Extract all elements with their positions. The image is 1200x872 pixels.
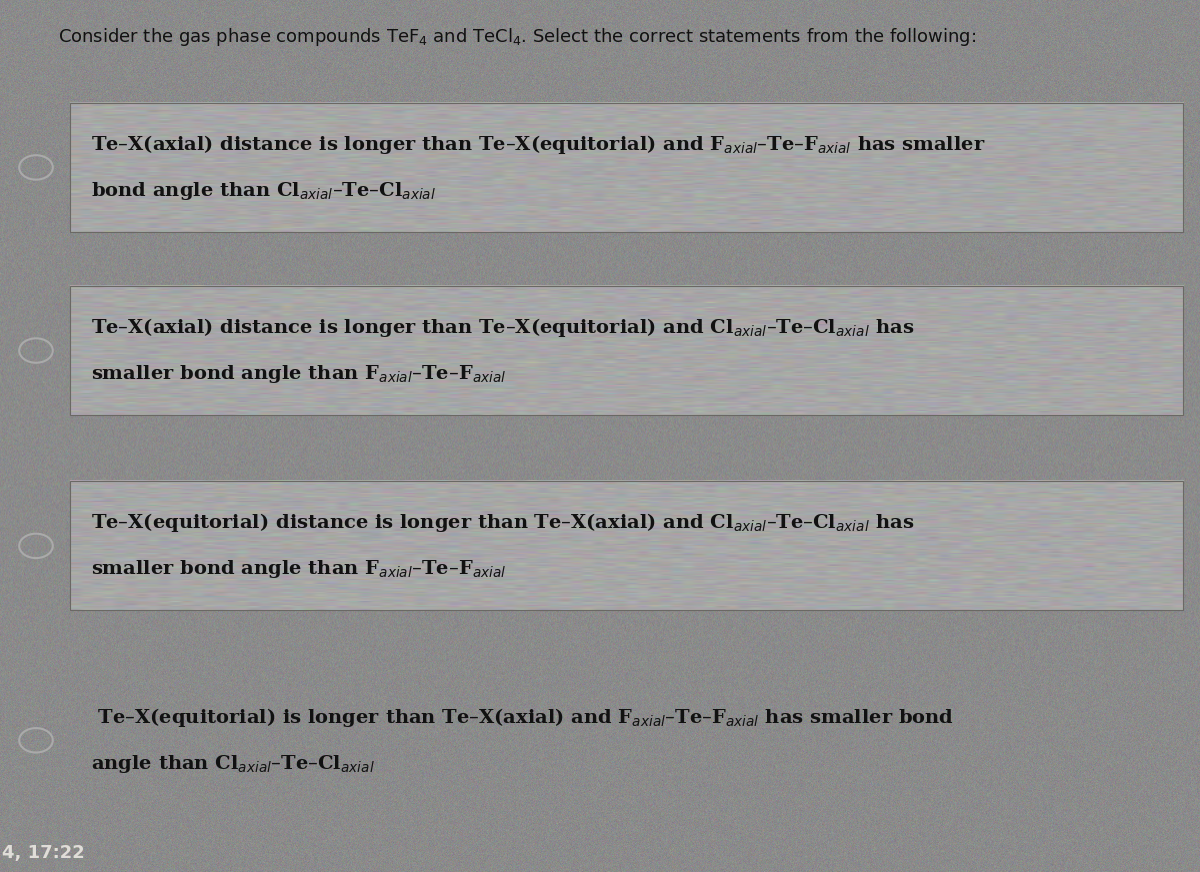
Text: Te–X(equitorial) distance is longer than Te–X(axial) and Cl$_{axial}$–Te–Cl$_{ax: Te–X(equitorial) distance is longer than… xyxy=(91,511,914,535)
Text: Te–X(axial) distance is longer than Te–X(equitorial) and Cl$_{axial}$–Te–Cl$_{ax: Te–X(axial) distance is longer than Te–X… xyxy=(91,316,914,339)
Text: Consider the gas phase compounds TeF$_4$ and TeCl$_4$. Select the correct statem: Consider the gas phase compounds TeF$_4$… xyxy=(58,26,976,48)
Text: Te–X(axial) distance is longer than Te–X(equitorial) and F$_{axial}$–Te–F$_{axia: Te–X(axial) distance is longer than Te–X… xyxy=(91,133,985,156)
Text: angle than Cl$_{axial}$–Te–Cl$_{axial}$: angle than Cl$_{axial}$–Te–Cl$_{axial}$ xyxy=(91,753,374,774)
Text: Te–X(equitorial) is longer than Te–X(axial) and F$_{axial}$–Te–F$_{axial}$ has s: Te–X(equitorial) is longer than Te–X(axi… xyxy=(91,705,954,729)
Text: bond angle than Cl$_{axial}$–Te–Cl$_{axial}$: bond angle than Cl$_{axial}$–Te–Cl$_{axi… xyxy=(91,180,436,201)
Text: smaller bond angle than F$_{axial}$–Te–F$_{axial}$: smaller bond angle than F$_{axial}$–Te–F… xyxy=(91,363,506,385)
Text: 4, 17:22: 4, 17:22 xyxy=(2,843,85,862)
Text: smaller bond angle than F$_{axial}$–Te–F$_{axial}$: smaller bond angle than F$_{axial}$–Te–F… xyxy=(91,558,506,580)
